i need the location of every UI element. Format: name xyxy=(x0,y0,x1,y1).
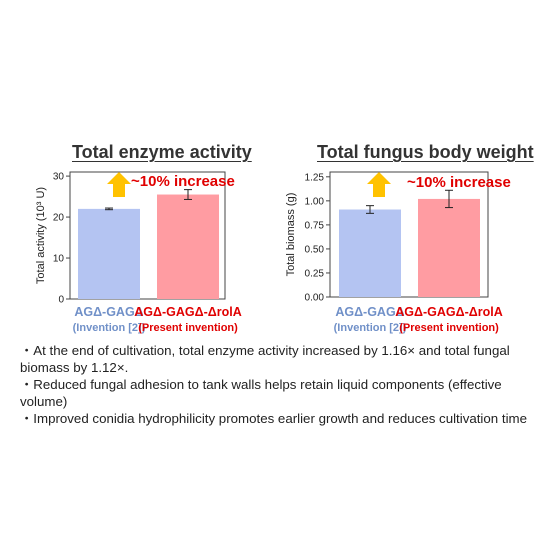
y-tick-label: 0.50 xyxy=(305,244,325,255)
category-label: AGΔ-GAGΔ xyxy=(335,305,404,319)
plot-frame xyxy=(69,171,226,300)
y-tick-label: 20 xyxy=(53,213,65,224)
y-axis-label: Total biomass (g) xyxy=(285,193,297,277)
y-tick-label: 1.25 xyxy=(305,172,325,183)
chart-title: Total fungus body weight xyxy=(317,142,534,162)
category-sublabel: (Invention [2]) xyxy=(73,322,146,334)
biomass-panel: Total fungus body weight 0.00 0.25 0.50 0.7… xyxy=(270,0,560,340)
notes-list: ・At the end of cultivation, total enzyme… xyxy=(20,342,550,427)
enzyme-activity-chart: 0 10 20 30 Total activity (10³ U) AGΔ-GAGΔ (In… xyxy=(35,171,242,334)
enzyme-activity-panel: Total enzyme activity 0 10 20 30 Total activ… xyxy=(0,0,270,340)
chart-title: Total enzyme activity xyxy=(72,142,252,162)
y-tick-label: 1.00 xyxy=(305,196,325,207)
note-item: ・Improved conidia hydrophilicity promote… xyxy=(20,411,527,426)
y-axis-label: Total activity (10³ U) xyxy=(35,187,47,284)
increase-annotation: ~10% increase xyxy=(131,173,235,190)
y-tick-label: 0.75 xyxy=(305,220,325,231)
y-tick-label: 10 xyxy=(53,254,65,265)
note-item: ・At the end of cultivation, total enzyme… xyxy=(20,343,510,375)
y-tick-label: 30 xyxy=(53,172,65,183)
category-sublabel: (Present invention) xyxy=(138,322,238,334)
bar xyxy=(339,209,401,297)
plot-frame xyxy=(329,171,489,298)
bar xyxy=(418,198,480,297)
bar xyxy=(78,208,140,299)
y-tick-label: 0.00 xyxy=(305,293,325,304)
note-item: ・Reduced fungal adhesion to tank walls h… xyxy=(20,377,502,409)
category-label: AGΔ-GAGΔ-ΔrolA xyxy=(395,305,503,319)
category-sublabel: (Present invention) xyxy=(399,322,499,334)
up-arrow-icon xyxy=(367,172,391,197)
category-label: AGΔ-GAGΔ-ΔrolA xyxy=(134,305,242,319)
biomass-chart: 0.00 0.25 0.50 0.75 1.00 1.25 Total biomass (g… xyxy=(285,171,511,334)
category-label: AGΔ-GAGΔ xyxy=(74,305,143,319)
increase-annotation: ~10% increase xyxy=(407,174,511,191)
y-tick-label: 0.25 xyxy=(305,268,325,279)
up-arrow-icon xyxy=(107,172,131,197)
category-sublabel: (Invention [2]) xyxy=(334,322,407,334)
y-tick-label: 0 xyxy=(58,295,64,306)
bar xyxy=(157,194,219,299)
